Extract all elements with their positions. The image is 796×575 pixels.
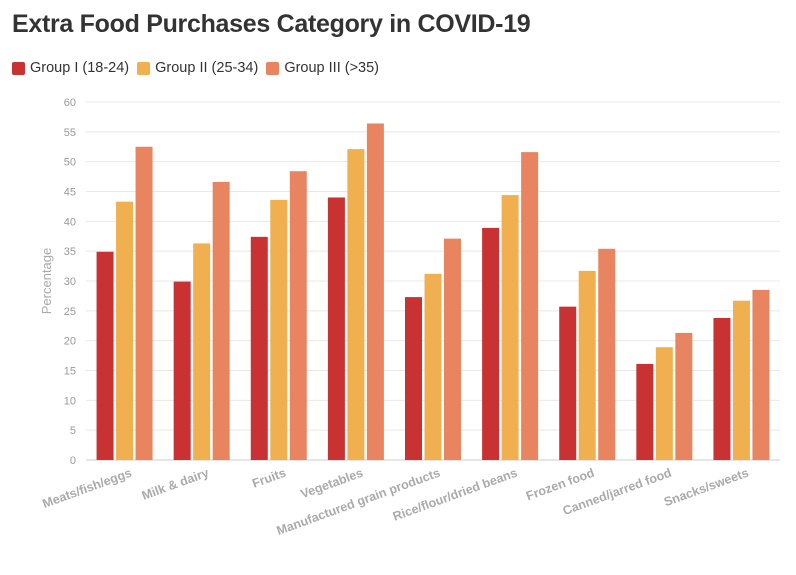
y-tick-label: 60	[64, 97, 76, 109]
bar-1-9[interactable]	[713, 317, 731, 460]
legend-item-group-2[interactable]: Group II (25-34)	[137, 60, 258, 76]
y-tick-label: 35	[64, 246, 76, 258]
bar-1-6[interactable]	[482, 227, 500, 460]
bar-1-4[interactable]	[327, 197, 345, 460]
bar-2-8[interactable]	[655, 347, 673, 460]
y-axis-title: Percentage	[39, 248, 54, 315]
bars	[96, 123, 770, 461]
legend-label-group-1: Group I (18-24)	[30, 60, 130, 76]
bar-3-9[interactable]	[752, 289, 770, 460]
x-category-label: Snacks/sweets	[662, 466, 750, 510]
bar-3-5[interactable]	[444, 238, 461, 460]
y-tick-label: 55	[64, 127, 76, 139]
legend-item-group-1[interactable]: Group I (18-24)	[12, 60, 129, 76]
y-tick-label: 25	[64, 306, 76, 318]
bar-3-7[interactable]	[598, 248, 616, 460]
y-tick-label: 40	[64, 216, 76, 228]
bar-2-1[interactable]	[116, 201, 134, 461]
x-axis-labels: Meats/fish/eggs Milk & dairy Fruits Vegetab…	[41, 466, 751, 538]
x-category-label: Fruits	[250, 466, 287, 491]
y-tick-label: 30	[64, 276, 76, 288]
legend-swatch-group-3	[266, 61, 280, 75]
bar-3-6[interactable]	[521, 152, 539, 460]
y-tick-label: 0	[70, 455, 76, 467]
x-category-label: Milk & dairy	[140, 466, 211, 503]
bar-3-1[interactable]	[135, 146, 153, 460]
bar-1-1[interactable]	[96, 251, 114, 460]
bar-2-9[interactable]	[732, 300, 750, 460]
bar-3-3[interactable]	[289, 171, 307, 461]
y-tick-label: 20	[64, 336, 76, 348]
bar-1-5[interactable]	[405, 297, 422, 460]
legend-item-group-3[interactable]: Group III (>35)	[266, 60, 379, 76]
bar-2-3[interactable]	[270, 199, 288, 460]
legend-swatch-group-1	[12, 61, 25, 75]
x-category-label: Meats/fish/eggs	[41, 466, 134, 511]
y-tick-label: 45	[64, 187, 76, 199]
bar-1-8[interactable]	[636, 363, 654, 460]
bar-3-8[interactable]	[675, 332, 693, 460]
bar-1-7[interactable]	[559, 306, 577, 460]
bar-1-3[interactable]	[250, 236, 268, 460]
bar-2-6[interactable]	[501, 195, 519, 460]
bar-1-2[interactable]	[173, 281, 191, 460]
y-tick-label: 50	[64, 157, 76, 169]
chart-legend: Group I (18-24) Group II (25-34) Group I…	[12, 60, 387, 76]
y-tick-label: 5	[70, 425, 76, 437]
bar-3-4[interactable]	[366, 123, 384, 460]
bar-2-7[interactable]	[578, 270, 596, 460]
legend-label-group-3: Group III (>35)	[284, 60, 380, 76]
y-tick-label: 10	[64, 395, 76, 407]
bar-2-4[interactable]	[347, 149, 365, 461]
y-tick-label: 15	[64, 366, 76, 378]
legend-label-group-2: Group II (25-34)	[155, 60, 259, 76]
bar-3-2[interactable]	[212, 181, 230, 460]
bar-2-5[interactable]	[424, 273, 442, 460]
x-category-label: Rice/flour/dried beans	[391, 466, 519, 524]
chart-title: Extra Food Purchases Category in COVID-1…	[12, 10, 531, 38]
legend-swatch-group-2	[137, 61, 151, 75]
y-axis-ticks: 0 5 10 15 20 25 30 35 40 45 50 55 60	[64, 97, 76, 467]
bar-2-2[interactable]	[193, 243, 211, 460]
